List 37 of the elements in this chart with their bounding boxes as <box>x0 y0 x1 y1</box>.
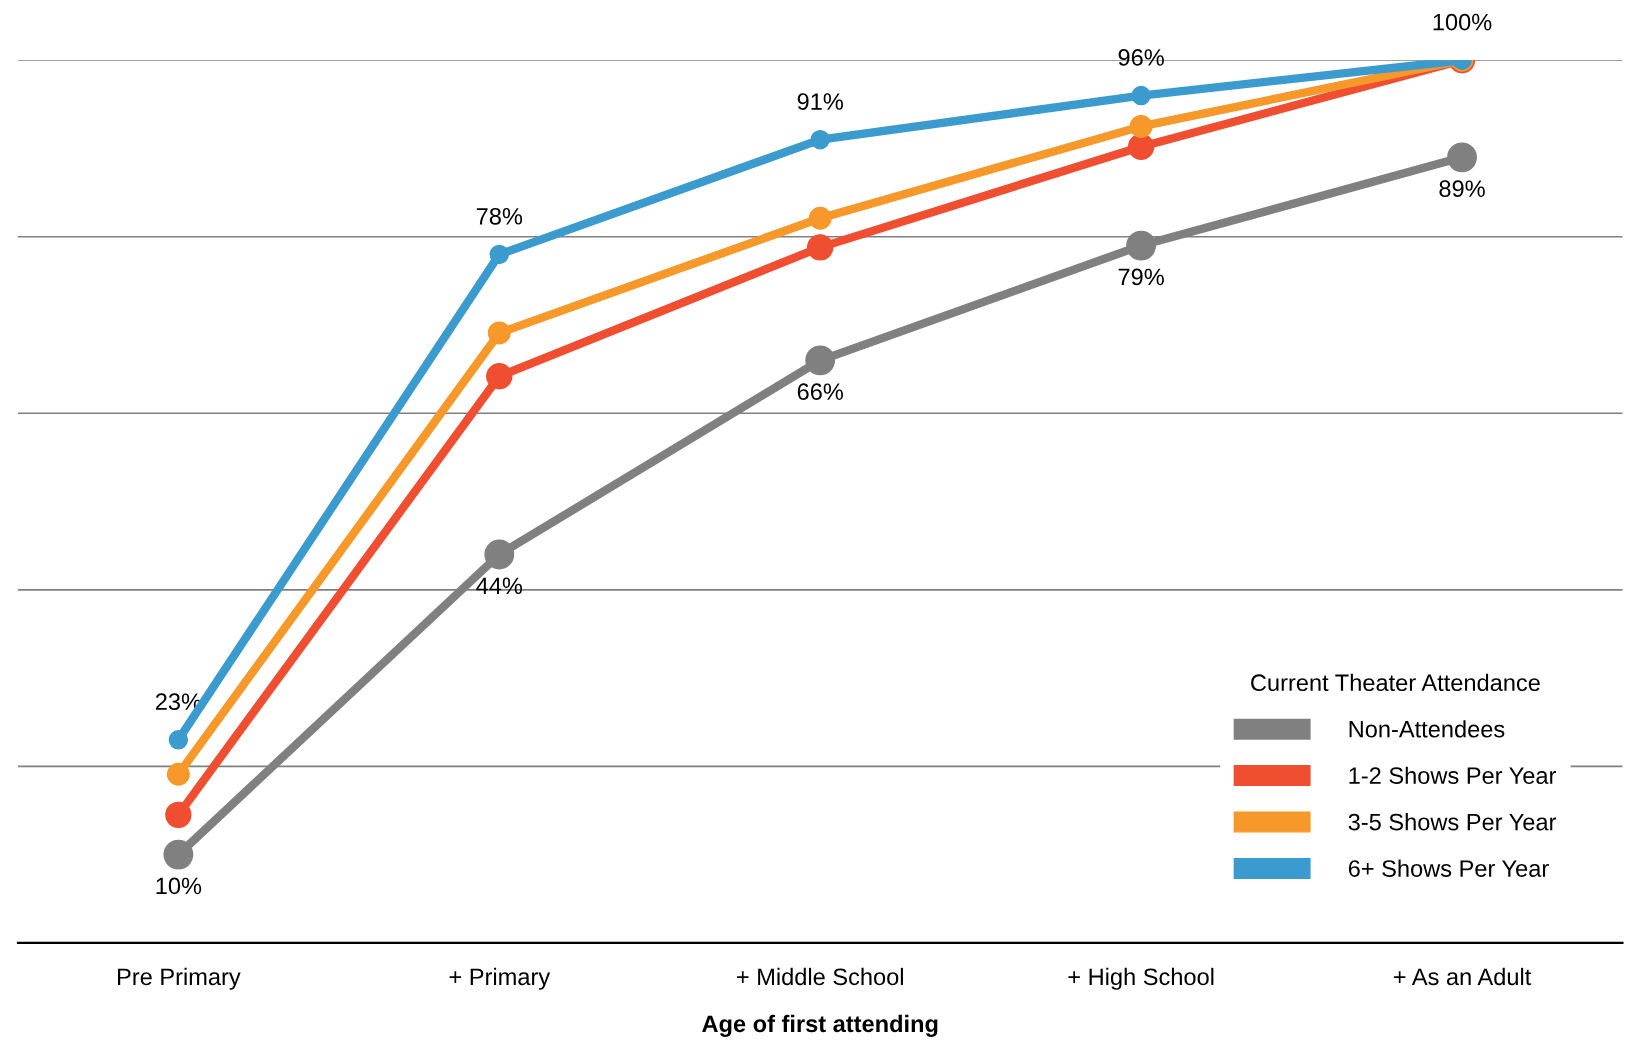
point <box>810 129 830 150</box>
legend-label: 3-5 Shows Per Year <box>1348 813 1557 831</box>
x-axis-title: Age of first attending <box>702 1014 938 1037</box>
data-label: 96% <box>1118 49 1164 66</box>
data-label: 100% <box>1433 13 1492 31</box>
x-tick-label: + High School <box>1068 967 1214 990</box>
point <box>165 801 192 829</box>
point <box>166 762 190 786</box>
point <box>487 321 511 345</box>
data-label: 89% <box>1439 180 1485 198</box>
data-label: 91% <box>797 93 843 110</box>
legend-title: Current Theater Attendance <box>1251 673 1540 692</box>
data-label: 78% <box>476 207 523 225</box>
legend-label: 1-2 Shows Per Year <box>1349 766 1557 784</box>
x-tick-label: + As an Adult <box>1393 967 1532 986</box>
x-tick-label: + Middle School <box>737 967 903 986</box>
x-tick-label: + Primary <box>449 967 551 990</box>
legend-label: Non-Attendees <box>1349 720 1505 738</box>
point <box>807 234 834 261</box>
point <box>163 839 194 870</box>
x-tick-label: Pre Primary <box>118 967 241 990</box>
point <box>489 244 510 265</box>
data-label: 44% <box>476 577 523 595</box>
point <box>808 206 832 230</box>
point <box>1447 142 1477 173</box>
point <box>1129 114 1153 138</box>
point <box>1126 230 1157 261</box>
data-label: 66% <box>797 383 843 400</box>
point <box>1127 133 1155 160</box>
point <box>486 363 513 390</box>
point <box>484 539 515 570</box>
point <box>1131 85 1151 106</box>
point <box>168 730 189 750</box>
data-label: 79% <box>1118 268 1164 286</box>
data-label: 10% <box>156 877 202 895</box>
legend-label: 6+ Shows Per Year <box>1348 859 1549 877</box>
point <box>805 345 836 376</box>
